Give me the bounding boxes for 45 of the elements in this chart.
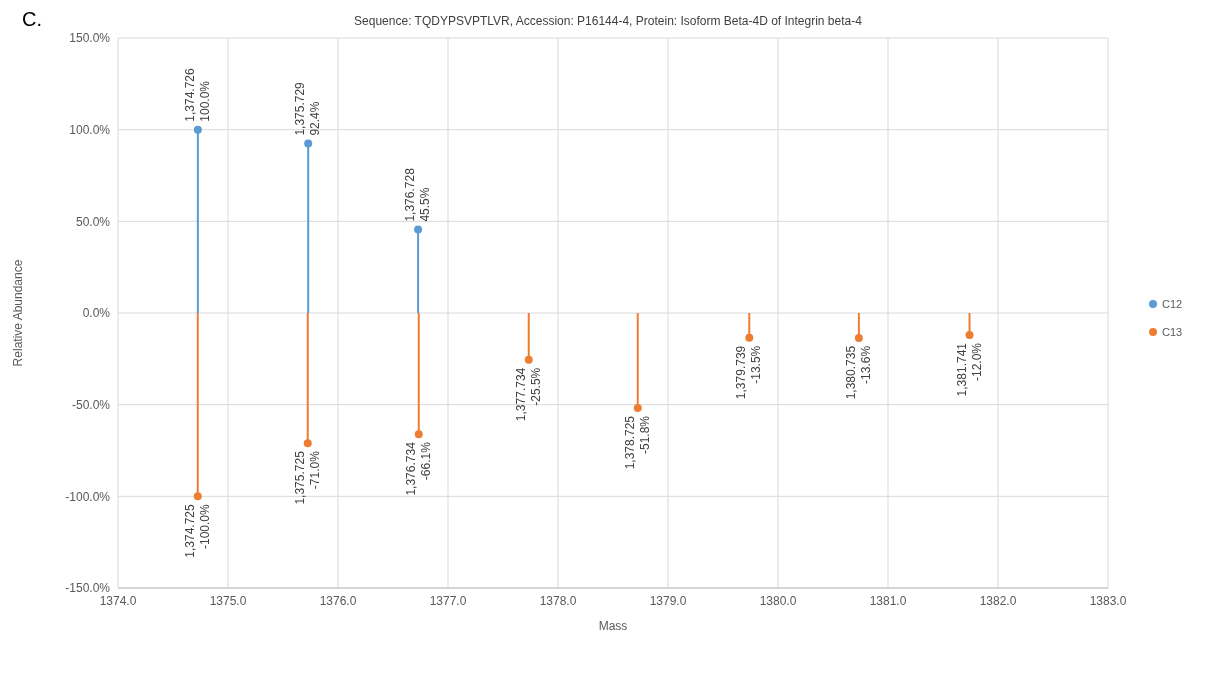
point xyxy=(304,139,313,148)
x-tick-label: 1380.0 xyxy=(759,593,797,608)
data-label: 1,375.729 92.4% xyxy=(293,81,323,136)
data-label: 1,375.725 -71.0% xyxy=(292,450,322,505)
x-tick-label: 1382.0 xyxy=(979,593,1017,608)
data-label: 1,377.734 -25.5% xyxy=(513,367,543,422)
x-tick-label: 1376.0 xyxy=(319,593,357,608)
y-tick-label: 50.0% xyxy=(75,214,111,229)
data-label: 1,378.725 -51.8% xyxy=(622,415,652,470)
x-tick-label: 1379.0 xyxy=(649,593,687,608)
x-tick-label: 1377.0 xyxy=(429,593,467,608)
y-axis-title: Relative Abundance xyxy=(11,259,26,367)
y-tick-label: -100.0% xyxy=(65,489,111,504)
point xyxy=(965,331,974,339)
y-tick-label: 150.0% xyxy=(69,31,111,46)
y-tick-label: -150.0% xyxy=(65,581,111,596)
legend-label: C13 xyxy=(1162,326,1183,338)
data-label: 1,374.726 100.0% xyxy=(182,67,212,122)
point xyxy=(745,333,754,342)
point xyxy=(414,225,423,234)
point xyxy=(303,439,312,448)
x-axis-title: Mass xyxy=(598,619,628,633)
data-label: 1,376.728 45.5% xyxy=(403,167,433,222)
point xyxy=(193,125,202,134)
point xyxy=(414,430,423,439)
x-tick-label: 1378.0 xyxy=(539,593,577,608)
x-tick-label: 1374.0 xyxy=(99,593,137,608)
data-label: 1,381.741 -12.0% xyxy=(954,342,984,397)
x-tick-label: 1381.0 xyxy=(869,593,907,608)
y-tick-label: 100.0% xyxy=(69,122,111,137)
y-tick-label: -50.0% xyxy=(71,397,111,412)
x-tick-label: 1375.0 xyxy=(209,593,247,608)
legend-label: C12 xyxy=(1162,298,1183,310)
data-label: 1,380.735 -13.6% xyxy=(843,345,873,400)
text: C. xyxy=(22,8,42,31)
point xyxy=(524,355,533,364)
y-tick-label: 0.0% xyxy=(82,306,111,321)
point xyxy=(854,333,863,342)
point xyxy=(193,492,202,501)
x-tick-label: 1383.0 xyxy=(1089,593,1127,608)
data-label: 1,379.739 -13.5% xyxy=(734,345,764,400)
data-label: 1,374.725 -100.0% xyxy=(182,504,212,558)
point xyxy=(633,403,642,412)
chart-title: Sequence: TQDYPSVPTLVR, Accession: P16144-4, Protein: Isoform Beta-4D of Integrin beta-4 xyxy=(354,14,862,28)
data-label: 1,376.734 -66.1% xyxy=(403,441,433,496)
